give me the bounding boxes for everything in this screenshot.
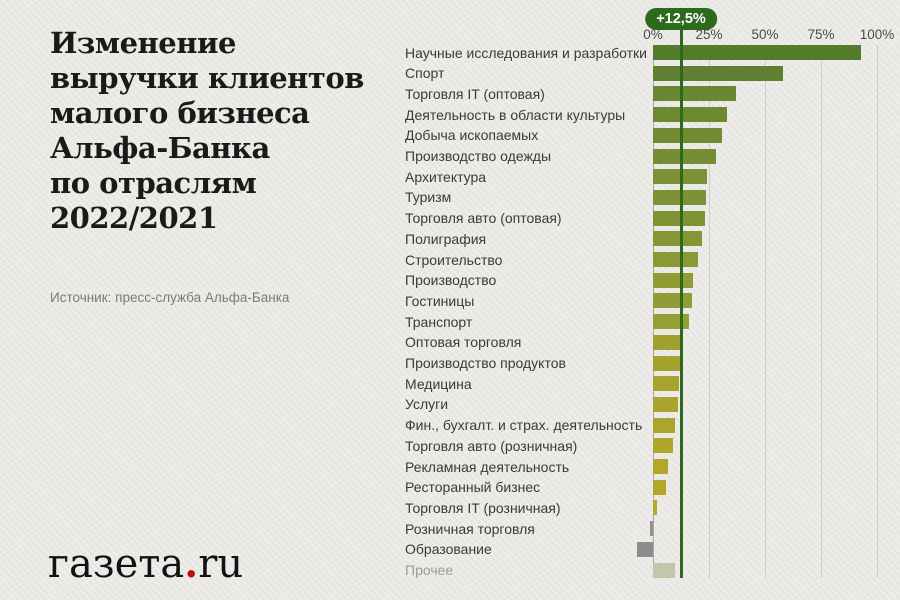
axis-gridline xyxy=(877,45,878,578)
category-label: Туризм xyxy=(405,189,452,206)
axis-tick-label: 25% xyxy=(695,27,723,42)
category-label: Образование xyxy=(405,541,492,558)
axis-gridline xyxy=(709,45,710,578)
title-line: 2022/2021 xyxy=(50,201,218,235)
bar xyxy=(653,45,862,60)
logo-red-dot: . xyxy=(184,540,199,587)
category-label: Ресторанный бизнес xyxy=(405,479,541,496)
category-label: Розничная торговля xyxy=(405,520,535,537)
bar xyxy=(653,355,680,371)
category-label: Услуги xyxy=(405,396,449,413)
bar xyxy=(649,521,653,537)
title-line: выручки клиентов xyxy=(50,61,364,95)
bar xyxy=(653,562,676,578)
bar xyxy=(653,86,736,102)
category-label: Медицина xyxy=(405,375,472,392)
axis-gridline xyxy=(821,45,822,578)
bar xyxy=(653,65,783,81)
category-label: Торговля IT (оптовая) xyxy=(405,85,545,102)
title-line: по отраслям xyxy=(50,166,257,200)
category-label: Добыча ископаемых xyxy=(405,127,539,144)
category-label: Рекламная деятельность xyxy=(405,458,570,475)
bar xyxy=(653,417,676,433)
bar xyxy=(653,459,668,474)
bar xyxy=(653,293,693,309)
logo-domain: ru xyxy=(198,541,244,587)
axis-zero-line xyxy=(653,45,654,578)
category-label: Торговля авто (розничная) xyxy=(405,437,578,454)
category-label: Производство xyxy=(405,272,497,289)
category-label: Производство одежды xyxy=(405,148,552,164)
bar xyxy=(653,334,681,350)
page-title: Изменение выручки клиентов малого бизнес… xyxy=(50,26,400,236)
logo-text: газета xyxy=(48,541,185,587)
category-label: Полиграфия xyxy=(405,230,487,247)
axis-tick-label: 75% xyxy=(807,27,835,42)
average-badge: +12,5% xyxy=(645,8,717,30)
category-label: Торговля IT (розничная) xyxy=(405,499,561,516)
category-label: Гостиницы xyxy=(405,292,475,309)
category-label: Архитектура xyxy=(405,168,487,185)
category-label: Деятельность в области культуры xyxy=(405,106,626,123)
axis-tick-label: 0% xyxy=(643,27,663,42)
gazeta-ru-logo: газета.ru xyxy=(48,540,243,587)
bar xyxy=(653,479,667,495)
axis-tick-label: 50% xyxy=(751,27,779,42)
bar xyxy=(653,127,723,143)
category-label: Спорт xyxy=(405,65,445,82)
title-line: малого бизнеса xyxy=(50,96,310,130)
average-line xyxy=(679,26,683,578)
category-label: Прочее xyxy=(405,562,454,578)
category-label: Торговля авто (оптовая) xyxy=(405,210,562,227)
bar xyxy=(653,231,703,247)
bar xyxy=(637,541,653,557)
category-label: Строительство xyxy=(405,251,503,268)
bar xyxy=(653,148,716,164)
bar xyxy=(653,252,698,267)
source-note: Источник: пресс-служба Альфа-Банка xyxy=(50,290,290,305)
category-label: Фин., бухгалт. и страх. деятельность xyxy=(405,417,643,434)
bar xyxy=(653,189,706,205)
title-line: Изменение xyxy=(50,26,236,60)
bar xyxy=(653,107,727,123)
bar xyxy=(653,396,678,412)
bar xyxy=(653,272,694,288)
axis-tick-label: 100% xyxy=(859,27,895,42)
bar xyxy=(653,210,705,226)
title-line: Альфа-Банка xyxy=(50,131,270,165)
category-label: Производство продуктов xyxy=(405,355,566,371)
bar xyxy=(653,376,679,392)
category-label: Транспорт xyxy=(405,313,473,330)
bar xyxy=(653,438,674,454)
category-label: Научные исследования и разработки xyxy=(405,44,647,61)
bar xyxy=(653,314,689,330)
category-label: Оптовая торговля xyxy=(405,334,522,351)
bar xyxy=(653,500,658,516)
axis-gridline xyxy=(765,45,766,578)
